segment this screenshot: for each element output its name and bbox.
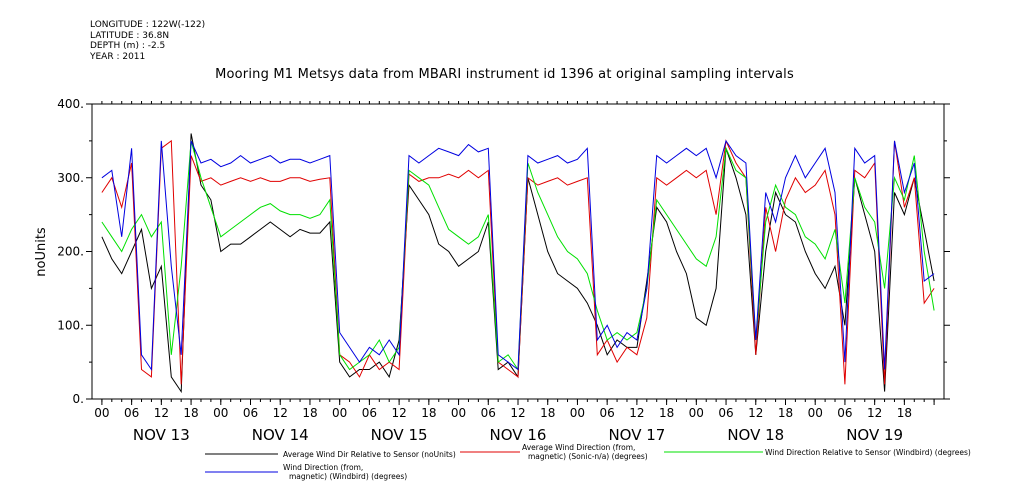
x-tick-label: 12 (629, 406, 644, 420)
y-axis-label: noUnits (34, 227, 49, 277)
x-tick-label: 00 (94, 406, 109, 420)
x-tick-label: 12 (154, 406, 169, 420)
x-day-label: NOV 18 (727, 426, 784, 444)
plot-border (91, 103, 945, 400)
x-tick-label: 18 (659, 406, 674, 420)
x-tick-label: 18 (540, 406, 555, 420)
x-day-label: NOV 13 (133, 426, 190, 444)
x-tick-label: 00 (689, 406, 704, 420)
y-tick-label: 200. (57, 245, 84, 259)
x-tick-label: 18 (302, 406, 317, 420)
x-day-label: NOV 19 (846, 426, 903, 444)
x-tick-label: 12 (391, 406, 406, 420)
x-tick-label: 06 (837, 406, 852, 420)
chart-title: Mooring M1 Metsys data from MBARI instru… (215, 67, 794, 82)
metadata-year: YEAR : 2011 (90, 51, 146, 62)
x-tick-label: 06 (362, 406, 377, 420)
legend-label: Average Wind Direction (from, magnetic) (… (522, 443, 648, 461)
series-line-red (101, 139, 935, 385)
x-day-label: NOV 16 (490, 426, 547, 444)
x-tick-label: 18 (421, 406, 436, 420)
x-tick-label: 00 (213, 406, 228, 420)
x-tick-label: 06 (124, 406, 139, 420)
x-tick-label: 06 (600, 406, 615, 420)
legend-label: Wind Direction (from, magnetic) (Windbird… (283, 463, 407, 481)
x-day-label: NOV 14 (252, 426, 309, 444)
x-tick-label: 06 (718, 406, 733, 420)
y-tick-label: 300. (57, 171, 84, 185)
x-tick-label: 18 (897, 406, 912, 420)
y-tick-label: 400. (57, 97, 84, 111)
legend-label: Wind Direction Relative to Sensor (Windb… (765, 448, 971, 457)
y-tick-label: 0. (73, 392, 84, 406)
series-line-blue (101, 139, 935, 372)
x-tick-label: 12 (867, 406, 882, 420)
plot-frame (91, 103, 945, 400)
x-tick-label: 00 (570, 406, 585, 420)
x-day-label: NOV 17 (608, 426, 665, 444)
x-tick-label: 12 (273, 406, 288, 420)
x-day-label: NOV 15 (371, 426, 428, 444)
y-tick-label: 100. (57, 318, 84, 332)
x-tick-label: 06 (243, 406, 258, 420)
series-line-green (101, 140, 935, 372)
metadata-block: LONGITUDE : 122W(-122) LATITUDE : 36.8N … (90, 20, 205, 62)
legend: Average Wind Dir Relative to Sensor (noU… (205, 443, 971, 481)
x-tick-label: 12 (510, 406, 525, 420)
x-tick-label: 00 (451, 406, 466, 420)
metadata-longitude: LONGITUDE : 122W(-122) (90, 20, 206, 30)
x-tick-label: 18 (183, 406, 198, 420)
axis-layer: 0. 100. 200. 300. 400. 00 06 12 18 00 06 12 18 00 06 12… (57, 97, 950, 444)
x-tick-label: 00 (332, 406, 347, 420)
x-tick-label: 00 (808, 406, 823, 420)
metadata-latitude: LATITUDE : 36.8N (90, 30, 170, 41)
legend-label: Average Wind Dir Relative to Sensor (noU… (283, 450, 456, 459)
x-tick-label: 18 (778, 406, 793, 420)
series-layer (101, 133, 935, 394)
x-tick-label: 06 (481, 406, 496, 420)
metadata-depth: DEPTH (m) : -2.5 (90, 41, 166, 51)
x-tick-label: 12 (748, 406, 763, 420)
